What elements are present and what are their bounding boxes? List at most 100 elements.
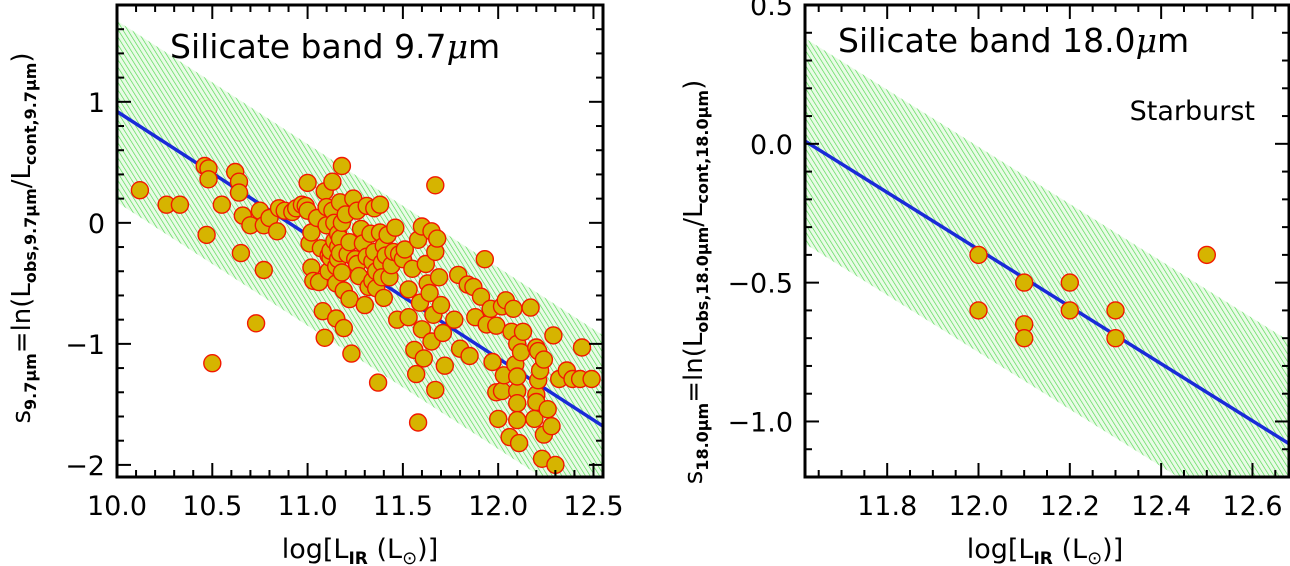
left-data-point (534, 350, 554, 369)
left-points-group (130, 156, 601, 475)
left-data-point (544, 326, 563, 345)
left-data-point (412, 320, 432, 339)
left-data-point (435, 356, 454, 375)
left-data-point (483, 352, 502, 372)
left-y-tick-label: 1 (88, 88, 105, 119)
left-data-point (487, 316, 506, 335)
right-data-point (1197, 245, 1217, 265)
left-data-point (504, 299, 523, 318)
right-data-point (1060, 301, 1080, 320)
left-data-point (420, 283, 439, 303)
left-data-point (508, 410, 527, 430)
left-x-axis-label: log[LIR (L⊙)] (282, 534, 439, 566)
left-x-tick-label: 10.0 (87, 491, 147, 522)
left-x-tick-label: 12.5 (563, 491, 623, 522)
left-data-point (426, 380, 445, 400)
left-data-point (342, 344, 361, 363)
right-y-axis-label: s18.0μm=ln(Lobs,18.0μm/Lcont,18.0μm) (679, 80, 712, 484)
right-points-group (969, 245, 1217, 348)
right-data-point (1014, 329, 1034, 348)
right-x-tick-label: 12.2 (1040, 491, 1100, 522)
left-data-point (538, 400, 557, 419)
left-x-ticks: 10.0 10.5 11.0 11.5 12.0 12.5 (87, 5, 624, 522)
right-band-group (805, 38, 1289, 477)
right-y-tick-label: 0.5 (750, 0, 793, 22)
left-data-point (254, 260, 273, 280)
left-x-tick-label: 10.5 (182, 491, 242, 522)
right-annotation-starburst: Starburst (1130, 96, 1255, 127)
left-data-point (231, 243, 251, 263)
right-y-ticks: −1.0 −0.5 0.0 0.5 (727, 0, 1289, 451)
left-y-ticks: −2 −1 0 1 (65, 4, 603, 482)
right-panel: 11.8 12.0 12.2 12.4 12.6 −1.0 −0.5 0.0 0.5 Sili… (679, 0, 1290, 566)
right-y-tick-label: −0.5 (727, 269, 793, 300)
left-data-point (374, 288, 393, 308)
left-data-point (340, 289, 359, 309)
left-data-point (582, 369, 601, 389)
left-data-point (416, 254, 435, 274)
left-x-tick-label: 11.0 (278, 491, 338, 522)
right-data-point (1106, 329, 1125, 348)
left-data-point (433, 323, 453, 343)
left-data-point (197, 225, 216, 245)
left-data-point (429, 268, 449, 287)
left-data-point (332, 156, 352, 176)
right-x-axis-label: log[LIR (L⊙)] (967, 534, 1124, 566)
left-chart-title: Silicate band 9.7μm (170, 27, 500, 66)
right-y-tick-label: −1.0 (727, 407, 793, 438)
left-data-point (511, 343, 531, 362)
right-x-ticks: 11.8 12.0 12.2 12.4 12.6 (817, 5, 1283, 522)
left-data-point (426, 176, 445, 195)
left-data-point (542, 417, 561, 436)
left-data-point (229, 183, 249, 202)
left-data-point (460, 346, 479, 366)
right-y-tick-label: 0.0 (750, 130, 793, 161)
left-data-point (572, 338, 592, 357)
left-data-point (323, 172, 342, 191)
left-data-point (508, 367, 527, 386)
left-y-axis-label: s9.7μm=ln(Lobs,9.7μm/Lcont,9.7μm) (7, 52, 40, 423)
left-data-point (471, 287, 491, 306)
left-data-point (399, 308, 418, 327)
right-x-tick-label: 12.6 (1222, 491, 1282, 522)
left-data-point (370, 195, 390, 214)
left-band-group (117, 20, 603, 477)
left-data-point (315, 328, 334, 347)
left-data-point (199, 170, 218, 189)
left-x-tick-label: 12.0 (468, 491, 528, 522)
left-data-point (203, 354, 222, 373)
left-data-point (386, 218, 405, 237)
left-data-point (492, 381, 512, 401)
left-data-point (298, 173, 317, 193)
right-data-point (969, 301, 988, 320)
left-data-point (509, 433, 529, 453)
left-data-point (395, 240, 414, 259)
left-data-point (130, 180, 150, 200)
left-panel: 10.0 10.5 11.0 11.5 12.0 12.5 −2 −1 0 1 Silicate… (7, 3, 624, 566)
left-x-tick-label: 11.5 (373, 491, 433, 522)
right-x-tick-label: 12.4 (1131, 491, 1191, 522)
left-data-point (408, 413, 428, 432)
left-data-point (368, 373, 388, 392)
left-y-tick-label: −1 (65, 330, 105, 361)
left-data-point (521, 298, 540, 317)
left-plot-frame (115, 3, 605, 479)
left-data-point (431, 295, 451, 315)
right-fit-line (805, 139, 1289, 446)
left-data-point (475, 250, 494, 269)
right-data-point (969, 245, 988, 265)
left-data-point (334, 318, 353, 338)
left-data-point (508, 394, 527, 413)
right-x-tick-label: 12.0 (948, 491, 1008, 522)
left-data-point (246, 314, 266, 333)
left-data-point (399, 280, 418, 299)
left-data-point (428, 229, 447, 248)
right-chart-title: Silicate band 18.0μm (838, 21, 1189, 60)
left-y-tick-label: 0 (88, 209, 105, 240)
left-data-point (414, 349, 433, 368)
right-data-point (1060, 273, 1080, 292)
left-y-tick-label: −2 (65, 451, 105, 482)
left-data-point (445, 310, 464, 329)
left-data-point (407, 364, 426, 384)
